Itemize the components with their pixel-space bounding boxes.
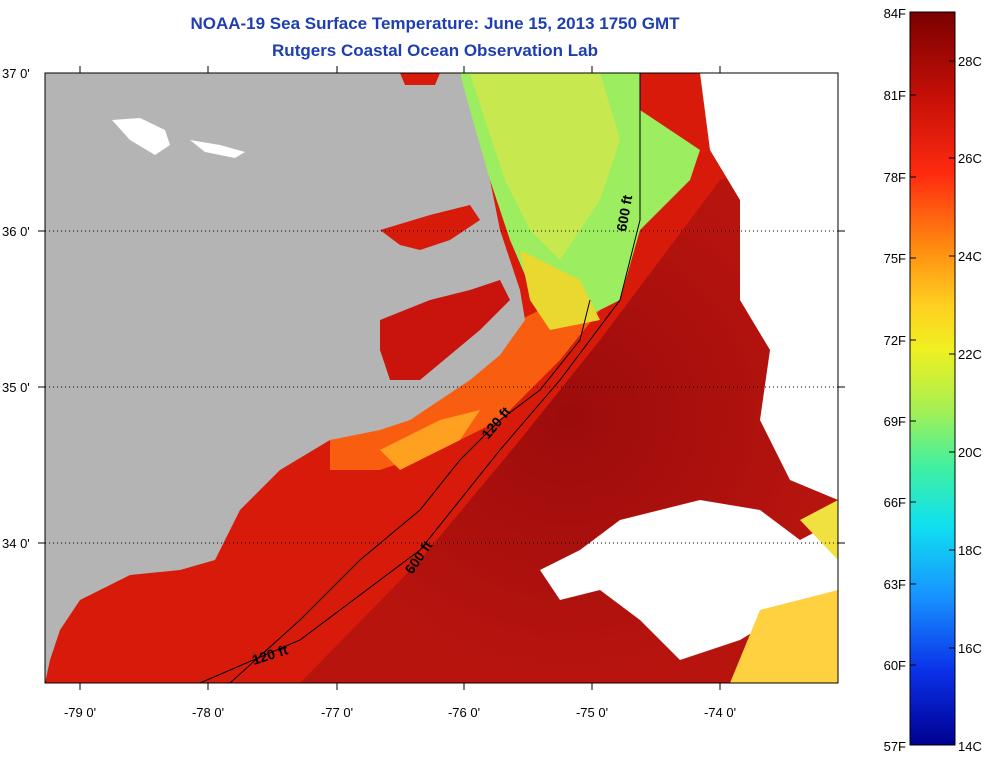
se-cool-patch — [800, 500, 838, 560]
contour-600ft — [199, 73, 641, 683]
lon-label-77: -77 0' — [321, 705, 353, 720]
cbar-f-72: 72F — [884, 333, 906, 348]
lon-label-79: -79 0' — [64, 705, 96, 720]
depth-label-600ft-north: 600 ft — [613, 193, 635, 232]
inland-lake-2 — [190, 140, 245, 158]
cbar-f-69: 69F — [884, 414, 906, 429]
lon-label-75: -75 0' — [576, 705, 608, 720]
lat-label-34: 34 0' — [2, 536, 30, 551]
map-subtitle: Rutgers Coastal Ocean Observation Lab — [272, 41, 598, 60]
cool-water-core — [470, 73, 620, 260]
cbar-f-60: 60F — [884, 658, 906, 673]
cbar-c-26: 26C — [958, 151, 982, 166]
ticks — [38, 66, 845, 690]
cbar-f-81: 81F — [884, 88, 906, 103]
map-frame — [44, 72, 839, 684]
warm-shelf — [330, 300, 600, 470]
grid — [45, 230, 838, 544]
cbar-c-16: 16C — [958, 641, 982, 656]
cbar-f-57: 57F — [884, 739, 906, 754]
cbar-c-22: 22C — [958, 347, 982, 362]
lon-label-76: -76 0' — [448, 705, 480, 720]
albemarle-sound — [380, 205, 480, 250]
cool-front — [520, 250, 600, 330]
lon-label-78: -78 0' — [192, 705, 224, 720]
map-area — [45, 73, 838, 683]
pamlico-sound — [380, 280, 510, 380]
cbar-c-24: 24C — [958, 249, 982, 264]
colorbar — [909, 11, 956, 746]
lat-label-35: 35 0' — [2, 380, 30, 395]
cbar-f-75: 75F — [884, 251, 906, 266]
inland-lake-1 — [112, 118, 170, 155]
contour-120ft — [229, 299, 591, 683]
cbar-c-18: 18C — [958, 543, 982, 558]
cbar-f-66: 66F — [884, 495, 906, 510]
lat-label-36: 36 0' — [2, 224, 30, 239]
cbar-c-28: 28C — [958, 54, 982, 69]
cbar-f-84: 84F — [884, 6, 906, 21]
lat-label-37: 37 0' — [2, 66, 30, 81]
shelf-front — [380, 410, 480, 470]
cbar-c-14: 14C — [958, 739, 982, 754]
se-warm-patch — [730, 590, 838, 683]
cloud-east — [700, 73, 838, 500]
cbar-f-78: 78F — [884, 170, 906, 185]
colorbar-ticks — [910, 60, 955, 666]
map-title: NOAA-19 Sea Surface Temperature: June 15… — [190, 14, 680, 33]
lon-label-74: -74 0' — [704, 705, 736, 720]
cbar-f-63: 63F — [884, 577, 906, 592]
cbar-c-20: 20C — [958, 445, 982, 460]
bay-mouth — [400, 73, 440, 85]
